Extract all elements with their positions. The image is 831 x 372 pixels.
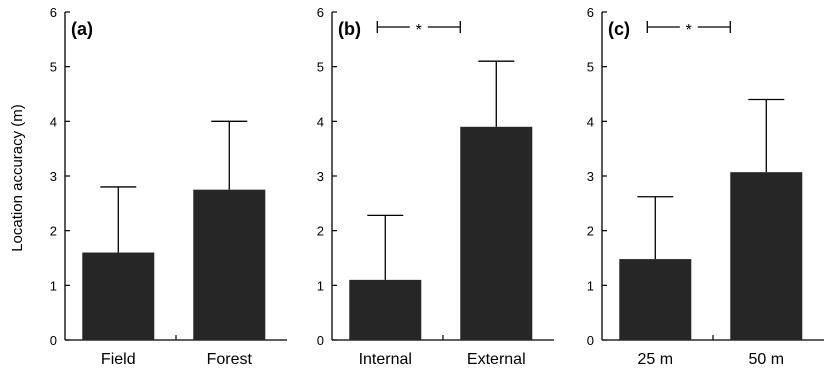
y-tick-label: 3	[50, 169, 57, 184]
chart-panel-b: 0 1 2 3 4 5 6 Internal External (b) *	[317, 5, 554, 368]
significance-star: *	[686, 22, 692, 39]
panel-label: (c)	[608, 19, 630, 39]
significance-star: *	[416, 22, 422, 39]
y-tick-label: 1	[587, 278, 594, 293]
y-tick-label: 5	[587, 60, 594, 75]
y-tick-label: 4	[317, 114, 324, 129]
bar-1	[349, 279, 422, 340]
y-tick-label: 4	[50, 114, 57, 129]
bar-1	[619, 259, 692, 340]
category-label-1: Field	[101, 351, 136, 368]
category-label-2: 50 m	[748, 351, 784, 368]
panel-label: (a)	[71, 19, 93, 39]
y-axis-label: Location accuracy (m)	[9, 104, 26, 252]
bar-1	[82, 252, 155, 340]
bar-2	[460, 126, 533, 340]
y-tick-label: 5	[50, 60, 57, 75]
y-tick-label: 0	[50, 333, 57, 348]
category-label-1: Internal	[359, 351, 412, 368]
category-label-2: External	[467, 351, 526, 368]
bar-2	[730, 172, 803, 340]
category-label-2: Forest	[207, 351, 253, 368]
panel-label: (b)	[338, 19, 361, 39]
y-tick-label: 1	[50, 278, 57, 293]
chart-panel-c: 0 1 2 3 4 5 6 25 m 50 m (c) *	[587, 5, 824, 368]
y-tick-label: 5	[317, 60, 324, 75]
y-tick-label: 2	[317, 224, 324, 239]
chart-panel-a: 0 1 2 3 4 5 6 Field Forest (a)	[50, 5, 287, 368]
y-tick-label: 6	[587, 5, 594, 20]
y-tick-label: 3	[317, 169, 324, 184]
y-tick-label: 4	[587, 114, 594, 129]
y-tick-label: 0	[317, 333, 324, 348]
bar-2	[193, 189, 266, 340]
y-tick-label: 0	[587, 333, 594, 348]
y-tick-label: 3	[587, 169, 594, 184]
y-tick-label: 6	[50, 5, 57, 20]
y-tick-label: 2	[50, 224, 57, 239]
category-label-1: 25 m	[637, 351, 673, 368]
y-tick-label: 1	[317, 278, 324, 293]
y-tick-label: 2	[587, 224, 594, 239]
y-tick-label: 6	[317, 5, 324, 20]
